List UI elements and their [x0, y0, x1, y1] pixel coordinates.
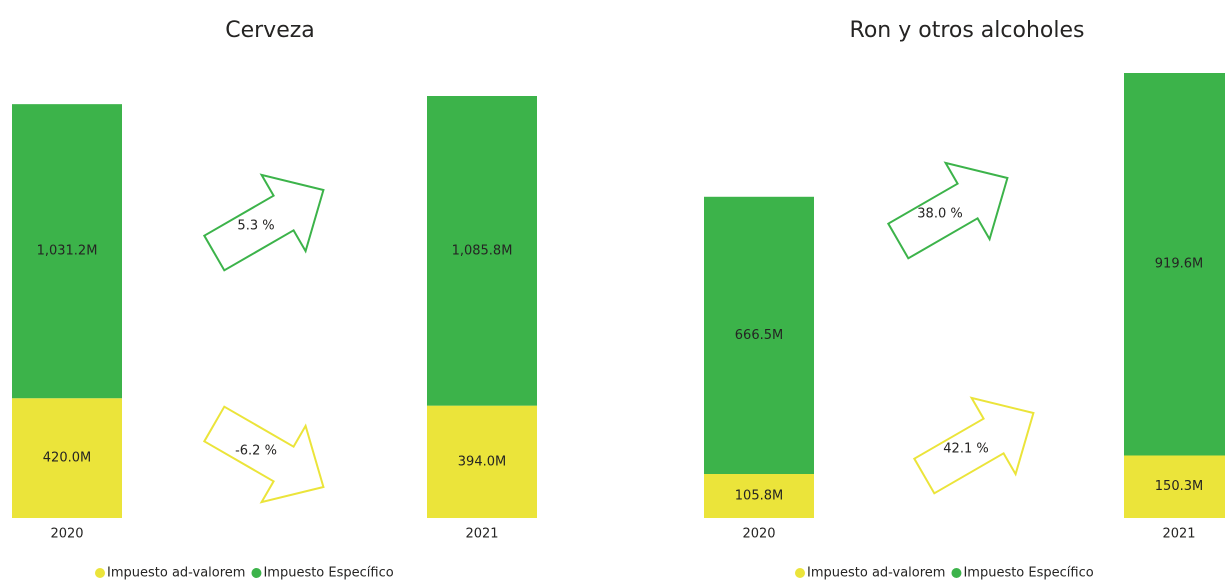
legend-swatch: [95, 568, 105, 578]
chart-title: Cerveza: [225, 18, 315, 43]
arrow-shape: [886, 161, 1009, 260]
bar-segment: [1124, 73, 1225, 456]
change-label: -6.2 %: [235, 444, 277, 459]
arrow-shape: [202, 405, 325, 504]
x-tick-label: 2021: [465, 527, 498, 542]
bar-segment: [427, 96, 537, 406]
bar-segment: [427, 405, 537, 518]
change-label: 42.1 %: [943, 442, 988, 457]
legend-swatch: [951, 568, 962, 578]
value-label: 919.6M: [1155, 257, 1203, 272]
bar-segment: [704, 196, 814, 474]
arrow-shape: [912, 396, 1035, 495]
legend-swatch: [251, 568, 262, 578]
value-label: 666.5M: [735, 328, 783, 343]
value-label: 420.0M: [43, 451, 91, 466]
change-arrow: 5.3 %: [202, 173, 325, 272]
bar-segment: [1124, 455, 1225, 518]
chart-title: Ron y otros alcoholes: [850, 18, 1085, 43]
legend-label: Impuesto ad-valorem: [107, 566, 245, 581]
value-label: 1,085.8M: [452, 243, 513, 258]
value-label: 1,031.2M: [37, 244, 98, 259]
x-tick-label: 2021: [1162, 527, 1195, 542]
legend-label: Impuesto ad-valorem: [807, 566, 945, 581]
bar-segment: [12, 398, 122, 518]
change-arrow: 38.0 %: [886, 161, 1009, 260]
x-tick-label: 2020: [50, 527, 83, 542]
change-label: 5.3 %: [237, 219, 274, 234]
arrow-shape: [202, 173, 325, 272]
change-arrow: 42.1 %: [912, 396, 1035, 495]
value-label: 150.3M: [1155, 479, 1203, 494]
legend-label: Impuesto Específico: [963, 566, 1093, 581]
bar-segment: [12, 104, 122, 399]
value-label: 105.8M: [735, 488, 783, 503]
bar-segment: [704, 473, 814, 518]
change-arrow: -6.2 %: [202, 405, 325, 504]
change-label: 38.0 %: [917, 207, 962, 222]
value-label: 394.0M: [458, 454, 506, 469]
legend-label: Impuesto Específico: [263, 566, 393, 581]
legend-swatch: [795, 568, 805, 578]
x-tick-label: 2020: [742, 527, 775, 542]
